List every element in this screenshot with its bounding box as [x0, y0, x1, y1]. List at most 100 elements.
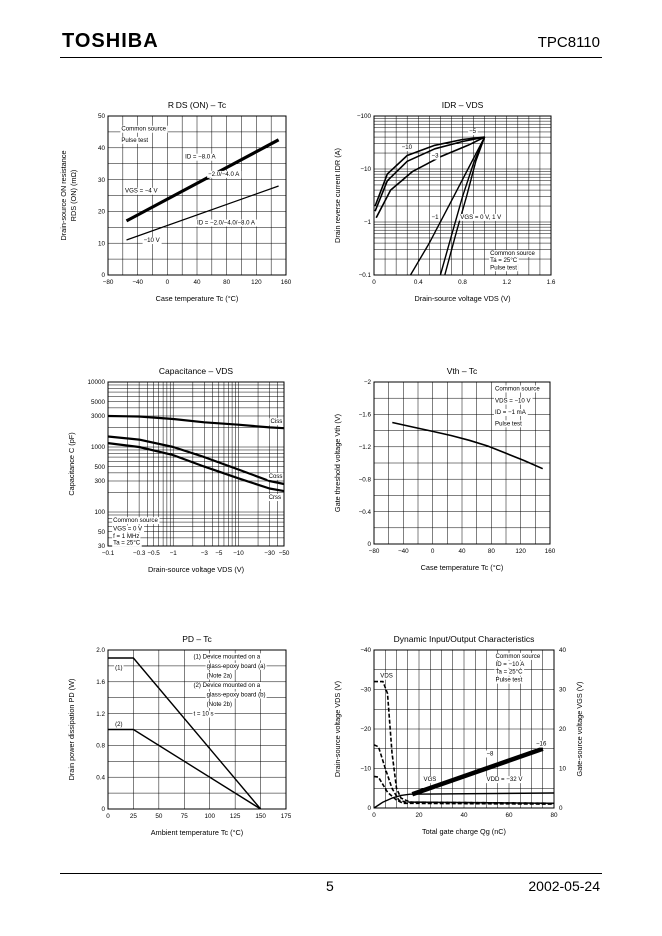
annotation-bg [494, 408, 528, 416]
series-line [107, 414, 285, 430]
y-tick-label: 2.0 [96, 647, 105, 654]
series-line [375, 136, 485, 219]
annotation: VGS = 0 V [113, 525, 143, 532]
y-right-tick-label: 20 [559, 726, 567, 733]
plot-frame [107, 115, 287, 276]
chart-title: Dynamic Input/Output Characteristics [394, 634, 535, 644]
y-right-tick-label: 10 [559, 766, 567, 773]
annotation-bg [269, 418, 284, 426]
x-tick-label: 100 [204, 813, 215, 820]
annotation: VGS = 0 V, 1 V [460, 214, 502, 221]
series-line [125, 138, 280, 223]
y-tick-label: 50 [98, 529, 106, 536]
annotation: VDS = −10 V [495, 398, 532, 405]
series-line [373, 792, 555, 809]
y-tick-label: −0.4 [359, 509, 372, 516]
y-tick-label: 0 [101, 806, 105, 813]
y-tick-label: 0 [101, 272, 105, 279]
annotation: ID = −1 mA [495, 409, 527, 416]
x-tick-label: −40 [398, 548, 409, 555]
y-axis-label: Capacitance C (pF) [67, 432, 76, 495]
annotation: Pulse test [121, 137, 148, 144]
x-axis-label: Case temperature Tc (°C) [421, 563, 504, 572]
annotation-bg [205, 691, 267, 699]
x-tick-label: −80 [103, 279, 114, 286]
x-tick-label: 80 [550, 812, 558, 819]
series-line [392, 421, 544, 470]
annotation: VDS [380, 673, 393, 680]
annotation: Common source [121, 126, 166, 133]
annotation: ID = −10 A [496, 661, 526, 668]
y-axis-label: RDS (ON) (mΩ) [69, 170, 78, 222]
annotation: (Note 2a) [207, 672, 232, 679]
series-line [108, 657, 262, 810]
annotation-bg [494, 385, 542, 393]
chart-idr-vds: IDR – VDS 0 0.4 0.8 1.2 1.6 −0.1 −1 −10 −100 Drain… [333, 100, 556, 303]
annotation: VDD = −32 V [487, 776, 524, 783]
y-tick-label: 1.2 [96, 711, 105, 718]
annotation: ID = −8.0 A [185, 154, 216, 161]
annotation: (1) [115, 664, 122, 671]
x-tick-label: 0 [431, 548, 435, 555]
y-tick-label: −0.1 [359, 272, 372, 279]
chart-vth-tc: Vth – Tc −80 −40 0 40 80 120 160 0 −0.4 −0.8 −1.2 −1… [333, 366, 556, 572]
x-tick-label: 80 [488, 548, 496, 555]
annotation: Ta = 25°C [496, 669, 524, 676]
plot-frame [373, 381, 551, 545]
header-rule [60, 57, 602, 58]
x-tick-label: 0 [166, 279, 170, 286]
x-axis-label: Drain-source voltage VDS (V) [148, 565, 244, 574]
annotation-bg [192, 681, 262, 689]
annotation: −16 [536, 741, 547, 748]
x-tick-label: 1.6 [547, 279, 556, 286]
x-tick-label: 0 [372, 279, 376, 286]
x-tick-label: 120 [515, 548, 526, 555]
chart-title: IDR – VDS [442, 100, 484, 110]
x-tick-label: 40 [460, 812, 468, 819]
x-axis-label: Total gate charge Qg (nC) [422, 827, 506, 836]
x-tick-label: 40 [193, 279, 201, 286]
annotation: Common source [495, 385, 540, 392]
x-tick-label: 25 [130, 813, 138, 820]
annotation-bg [267, 472, 284, 480]
x-tick-label: −3 [201, 550, 209, 557]
x-tick-label: 20 [415, 812, 423, 819]
x-axis-label: Ambient temperature Tc (°C) [151, 828, 243, 837]
plot-frame [373, 649, 555, 809]
series-line [409, 136, 486, 276]
footer-rule [60, 873, 602, 874]
annotation: −5 [469, 128, 477, 135]
annotation: Crss [269, 494, 282, 501]
annotation-bg [535, 740, 548, 748]
y-tick-label: 30 [98, 177, 106, 184]
x-axis-label: Drain-source voltage VDS (V) [414, 294, 510, 303]
y-tick-label: −1.6 [359, 412, 372, 419]
annotation: (2) [115, 721, 122, 728]
y-tick-label: −100 [357, 113, 372, 120]
chart-dynamic-io: Dynamic Input/Output Characteristics 0 20 4… [333, 634, 584, 836]
annotation: −2.0/−4.0 A [208, 171, 240, 178]
x-tick-label: 60 [505, 812, 513, 819]
y-tick-label: 500 [94, 464, 105, 471]
annotation: f = 1 MHz [113, 533, 139, 540]
chart-capacitance-vds: Capacitance – VDS −0.1 −0.3 −0.5 −1 −3 −5 −10 −3… [67, 366, 290, 574]
y-tick-label: 1000 [91, 444, 106, 451]
x-tick-label: −0.1 [102, 550, 115, 557]
annotation: (Note 2b) [207, 701, 232, 708]
annotation-bg [184, 153, 218, 161]
x-axis-label: Case temperature Tc (°C) [156, 294, 239, 303]
series-line [107, 435, 285, 486]
x-tick-label: −40 [132, 279, 143, 286]
y-tick-label: −20 [360, 726, 371, 733]
x-tick-label: 0 [372, 812, 376, 819]
annotation: ID = −2.0/−4.0/−8.0 A [197, 220, 256, 227]
x-tick-label: 0 [106, 813, 110, 820]
annotation: −8 [487, 750, 495, 757]
annotation-bg [205, 662, 267, 670]
annotation-bg [379, 672, 394, 680]
annotation: −1 [432, 214, 440, 221]
x-tick-label: −0.5 [147, 550, 160, 557]
series-line [444, 136, 486, 276]
series-line [374, 136, 485, 207]
annotation-bg [114, 664, 124, 672]
